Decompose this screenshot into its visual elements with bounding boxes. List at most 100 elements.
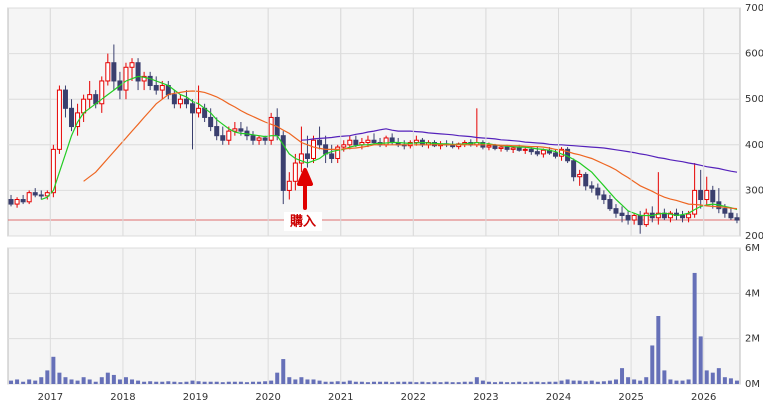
volume-bar bbox=[117, 379, 122, 384]
candle-body bbox=[123, 66, 129, 91]
volume-bar bbox=[51, 356, 56, 384]
volume-bar bbox=[353, 381, 358, 384]
candle-body bbox=[147, 75, 153, 87]
candle-body bbox=[498, 146, 504, 149]
volume-bar bbox=[529, 381, 534, 384]
candle-body bbox=[238, 128, 244, 132]
y-tick-label: 6M bbox=[745, 243, 760, 254]
volume-bar bbox=[511, 382, 516, 384]
candle-body bbox=[232, 128, 238, 132]
volume-bar bbox=[547, 381, 552, 384]
volume-bar bbox=[69, 379, 74, 384]
volume-bar bbox=[722, 377, 727, 384]
volume-bar bbox=[535, 381, 540, 384]
volume-bar bbox=[553, 381, 558, 384]
candle-body bbox=[734, 217, 740, 221]
volume-bar bbox=[420, 381, 425, 384]
candle-body bbox=[190, 103, 196, 114]
candle-body bbox=[50, 148, 56, 194]
volume-bar bbox=[523, 382, 528, 384]
volume-bar bbox=[39, 377, 44, 384]
volume-bar bbox=[93, 381, 98, 384]
volume-bar bbox=[257, 381, 262, 384]
y-tick-label: 700 bbox=[745, 3, 763, 14]
x-tick-label: 2021 bbox=[328, 392, 353, 403]
x-tick-label: 2022 bbox=[401, 392, 426, 403]
volume-bar bbox=[196, 381, 201, 384]
volume-bar bbox=[87, 379, 92, 384]
candle-body bbox=[81, 98, 87, 114]
candle-body bbox=[14, 199, 20, 205]
volume-bar bbox=[734, 380, 739, 384]
volume-bar bbox=[21, 381, 26, 384]
candle-body bbox=[69, 107, 75, 128]
candle-body bbox=[220, 135, 226, 141]
candle-body bbox=[619, 212, 625, 216]
candle-body bbox=[601, 194, 607, 201]
volume-bar bbox=[341, 381, 346, 384]
y-tick-label: 2M bbox=[745, 334, 760, 345]
candle-body bbox=[226, 130, 232, 141]
moving-average bbox=[41, 75, 738, 217]
volume-bar bbox=[704, 370, 709, 384]
volume-bar bbox=[492, 382, 497, 384]
candle-body bbox=[534, 151, 540, 155]
volume-bar bbox=[378, 381, 383, 384]
volume-bar bbox=[505, 382, 510, 384]
volume-bar bbox=[111, 374, 116, 384]
volume-bar bbox=[432, 381, 437, 384]
x-tick-label: 2026 bbox=[691, 392, 716, 403]
volume-bar bbox=[517, 381, 522, 384]
volume-bar bbox=[281, 359, 286, 384]
volume-bar bbox=[178, 382, 183, 384]
volume-bar bbox=[668, 379, 673, 384]
volume-bar bbox=[638, 380, 643, 384]
candle-body bbox=[286, 180, 292, 191]
candle-body bbox=[486, 145, 492, 148]
candle-body bbox=[686, 213, 692, 219]
volume-bar bbox=[613, 379, 618, 384]
candle-body bbox=[208, 116, 214, 128]
candle-body bbox=[26, 192, 32, 203]
x-tick-label: 2019 bbox=[183, 392, 208, 403]
candle-body bbox=[38, 194, 44, 197]
volume-bar bbox=[45, 370, 50, 384]
volume-bar bbox=[269, 380, 274, 384]
moving-average bbox=[301, 128, 738, 173]
volume-bar bbox=[595, 381, 600, 384]
candle-body bbox=[680, 214, 686, 219]
y-tick-label: 300 bbox=[745, 185, 763, 196]
candle-body bbox=[62, 89, 68, 109]
volume-bar bbox=[541, 382, 546, 384]
candle-body bbox=[522, 148, 528, 151]
volume-bar bbox=[244, 382, 249, 384]
volume-bar bbox=[81, 377, 86, 384]
annotation: 購入 bbox=[289, 214, 316, 230]
candle-body bbox=[552, 152, 558, 157]
volume-bar bbox=[263, 381, 268, 384]
x-tick-label: 2018 bbox=[110, 392, 135, 403]
candle-body bbox=[492, 145, 498, 149]
volume-panel bbox=[7, 247, 741, 385]
candle-body bbox=[256, 137, 262, 141]
candle-body bbox=[510, 147, 516, 150]
y-tick-label: 0M bbox=[745, 379, 760, 390]
candle-body bbox=[516, 147, 522, 151]
volume-bar bbox=[329, 381, 334, 384]
candle-body bbox=[643, 212, 649, 226]
volume-bar bbox=[226, 381, 231, 384]
volume-bar bbox=[99, 377, 104, 384]
candle-body bbox=[631, 214, 637, 221]
y-tick-label: 4M bbox=[745, 288, 760, 299]
volume-bar bbox=[9, 380, 14, 384]
volume-bar bbox=[184, 381, 189, 384]
candle-body bbox=[141, 75, 147, 82]
volume-bar bbox=[275, 372, 280, 384]
candle-body bbox=[704, 189, 710, 201]
volume-bar bbox=[238, 381, 243, 384]
volume-bar bbox=[123, 377, 128, 384]
candle-body bbox=[625, 214, 631, 221]
volume-bar bbox=[486, 381, 491, 384]
volume-bar bbox=[632, 379, 637, 384]
